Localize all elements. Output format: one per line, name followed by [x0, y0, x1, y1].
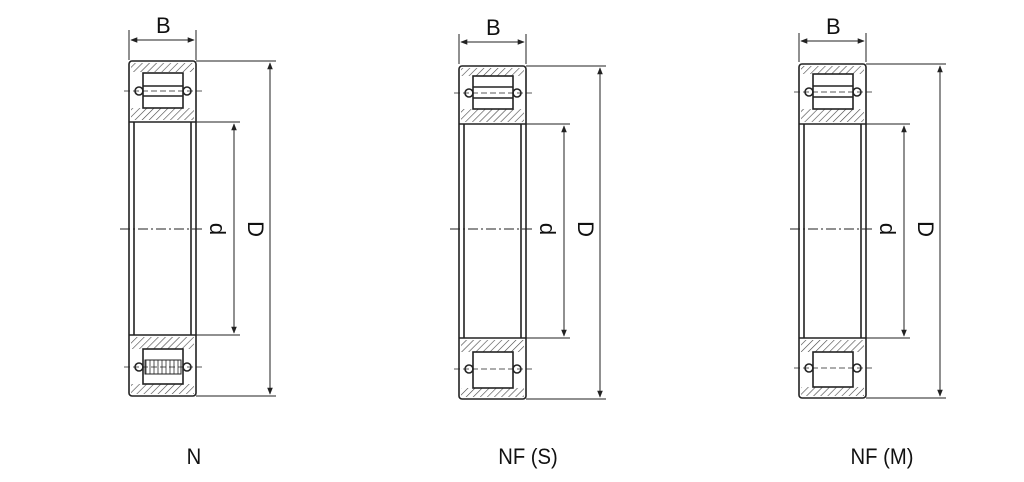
dim-label-b: B	[486, 15, 501, 40]
roller-top	[142, 72, 184, 109]
dim-label-d: d	[535, 223, 560, 235]
bearing-nf-m	[790, 33, 946, 399]
dim-label-d: d	[205, 223, 230, 235]
dim-label-outer: D	[243, 221, 268, 237]
roller-top	[812, 73, 854, 110]
outer-ring	[458, 65, 527, 400]
dim-label-outer: D	[913, 221, 938, 237]
outer-ring	[798, 63, 867, 399]
bearing-n	[120, 30, 276, 397]
dim-label-b: B	[826, 14, 841, 39]
roller-bottom	[812, 351, 854, 388]
roller-bottom	[472, 351, 514, 389]
dim-label-d: d	[875, 223, 900, 235]
bearing-nf-s	[450, 34, 606, 400]
dim-label-b: B	[156, 13, 171, 38]
roller-top	[472, 75, 514, 110]
dim-label-outer: D	[573, 221, 598, 237]
caption-nf-m: NF (M)	[850, 444, 914, 469]
caption-n: N	[186, 444, 202, 469]
caption-nf-s: NF (S)	[498, 444, 558, 469]
